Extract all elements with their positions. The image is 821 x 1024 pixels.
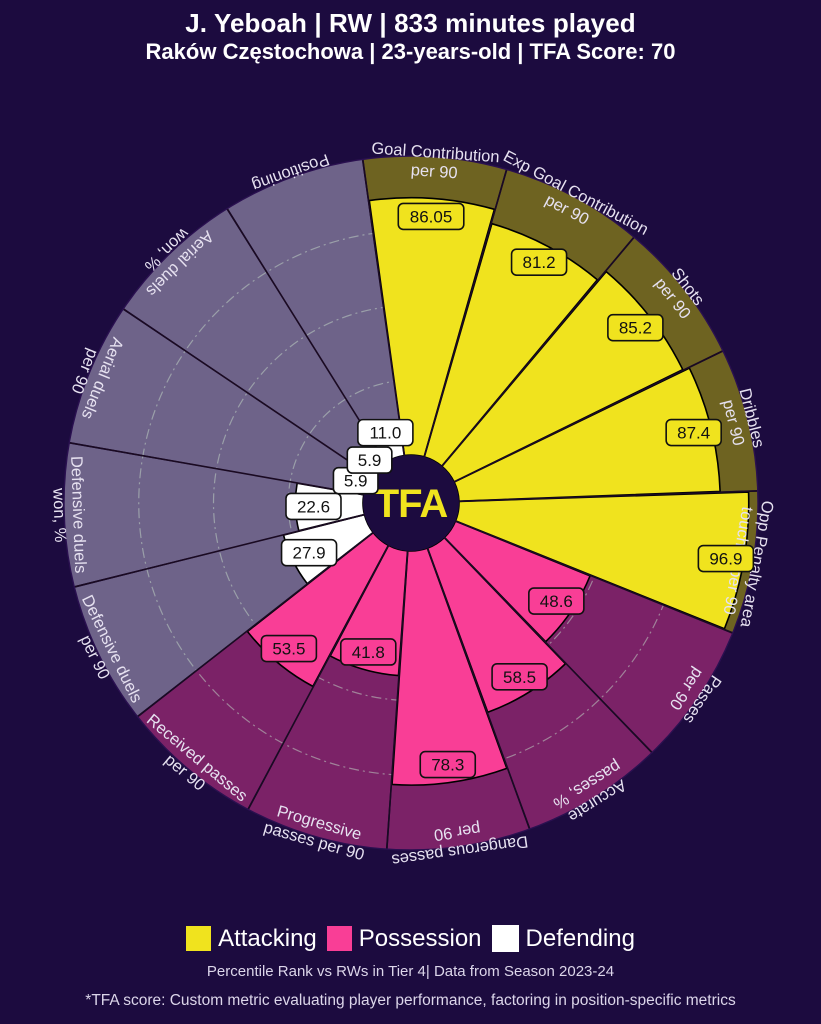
value-label-text: 85.2 [619, 319, 652, 338]
page-title: J. Yeboah | RW | 833 minutes played [185, 8, 636, 38]
slice-value-label: 48.6 [528, 587, 585, 615]
legend-swatch-possession [326, 926, 352, 951]
footnote-tfa-score: *TFA score: Custom metric evaluating pla… [85, 992, 736, 1009]
value-label-text: 27.9 [293, 544, 326, 563]
slice-divider [226, 208, 387, 463]
slice-value-label: 5.9 [332, 466, 379, 495]
outer-ring-outline [63, 155, 759, 851]
slice-divider [443, 536, 653, 754]
slice-divider [455, 520, 734, 634]
value-label-box [607, 313, 664, 342]
slice-value-label: 85.2 [607, 313, 664, 342]
value-label-text: 5.9 [358, 451, 382, 470]
legend-item-possession: Possession [326, 924, 482, 952]
slice-value-label: 11.0 [357, 418, 414, 447]
value-label-text: 81.2 [523, 253, 556, 272]
value-label-box [339, 638, 397, 666]
slice-value-label: 27.9 [280, 538, 338, 567]
legend: Attacking Possession Defending [0, 925, 821, 952]
value-label-text: 58.5 [503, 668, 536, 687]
value-label-box [285, 492, 342, 521]
value-label-text: 53.5 [272, 640, 305, 659]
value-label-text: 22.6 [297, 497, 330, 516]
legend-item-defending: Defending [491, 924, 635, 952]
page-subtitle: Raków Częstochowa | 23-years-old | TFA S… [145, 39, 676, 64]
slice-value-label: 22.6 [285, 492, 342, 521]
slice-divider [423, 169, 508, 458]
slice-backdrop [69, 309, 372, 495]
value-label-box [510, 248, 568, 276]
slice-divider [69, 441, 364, 496]
slice-value-label: 58.5 [491, 662, 548, 691]
legend-swatch-defending [491, 925, 519, 952]
slice-value-label: 5.9 [346, 446, 393, 474]
slice-backdrop [123, 209, 386, 477]
slice-backdrop [227, 159, 405, 463]
value-label-layer: 86.05 81.2 85.2 87.4 96.9 48.6 58.5 78.3 41.8 53.… [260, 202, 755, 779]
slice-divider [361, 159, 406, 456]
value-label-box [697, 544, 755, 573]
value-label-text: 78.3 [431, 756, 464, 775]
slice-divider [426, 547, 531, 830]
slice-divider [441, 236, 635, 467]
value-label-box [419, 750, 477, 779]
value-label-box [280, 538, 338, 567]
axis-label-line: Defensive duels [67, 456, 89, 574]
value-label-text: 87.4 [677, 424, 710, 443]
legend-label-defending: Defending [525, 924, 635, 952]
slice-divider [385, 550, 409, 850]
legend-label-attacking: Attacking [218, 924, 317, 952]
slice-divider [122, 308, 372, 477]
value-label-text: 5.9 [344, 472, 368, 491]
value-label-box [397, 202, 465, 231]
value-label-box [491, 662, 548, 691]
slice-divider [453, 350, 724, 483]
slice-value-label: 53.5 [260, 634, 318, 663]
legend-swatch-attacking [186, 926, 212, 951]
slice-value-label: 81.2 [510, 248, 568, 276]
value-label-box [357, 418, 414, 447]
slice-value-label: 78.3 [419, 750, 477, 779]
slice-value-label: 86.05 [397, 202, 465, 231]
chart-header: J. Yeboah | RW | 833 minutes played Rakó… [0, 0, 821, 66]
slice-value-label: 96.9 [697, 544, 755, 573]
axis-label-line: won, % [49, 487, 69, 543]
value-label-text: 11.0 [369, 424, 401, 443]
center-logo: TFA [363, 455, 459, 551]
footnote-data-source: Percentile Rank vs RWs in Tier 4| Data f… [206, 963, 615, 980]
slice-value-label: 87.4 [665, 418, 722, 447]
center-circle [363, 455, 459, 551]
value-label-box [260, 634, 318, 663]
value-label-box [346, 446, 393, 474]
pizza-chart: Goal Contribution per 90 Exp Goal Contribu… [0, 88, 821, 898]
slice-divider [458, 490, 758, 503]
value-label-box [665, 418, 722, 447]
slice-divider-layer [63, 155, 759, 851]
slice-divider [247, 545, 390, 810]
value-label-text: 86.05 [410, 207, 453, 226]
slice-divider [74, 513, 365, 588]
tfa-logo-text: TFA [375, 482, 448, 526]
legend-label-possession: Possession [358, 924, 482, 952]
axis-label-line: per 90 [410, 161, 458, 182]
value-label-text: 41.8 [352, 643, 385, 662]
value-label-text: 48.6 [540, 592, 573, 611]
value-label-text: 96.9 [709, 550, 742, 569]
slice-value-label: 41.8 [339, 638, 397, 666]
legend-item-attacking: Attacking [186, 924, 317, 952]
value-label-box [528, 587, 585, 615]
